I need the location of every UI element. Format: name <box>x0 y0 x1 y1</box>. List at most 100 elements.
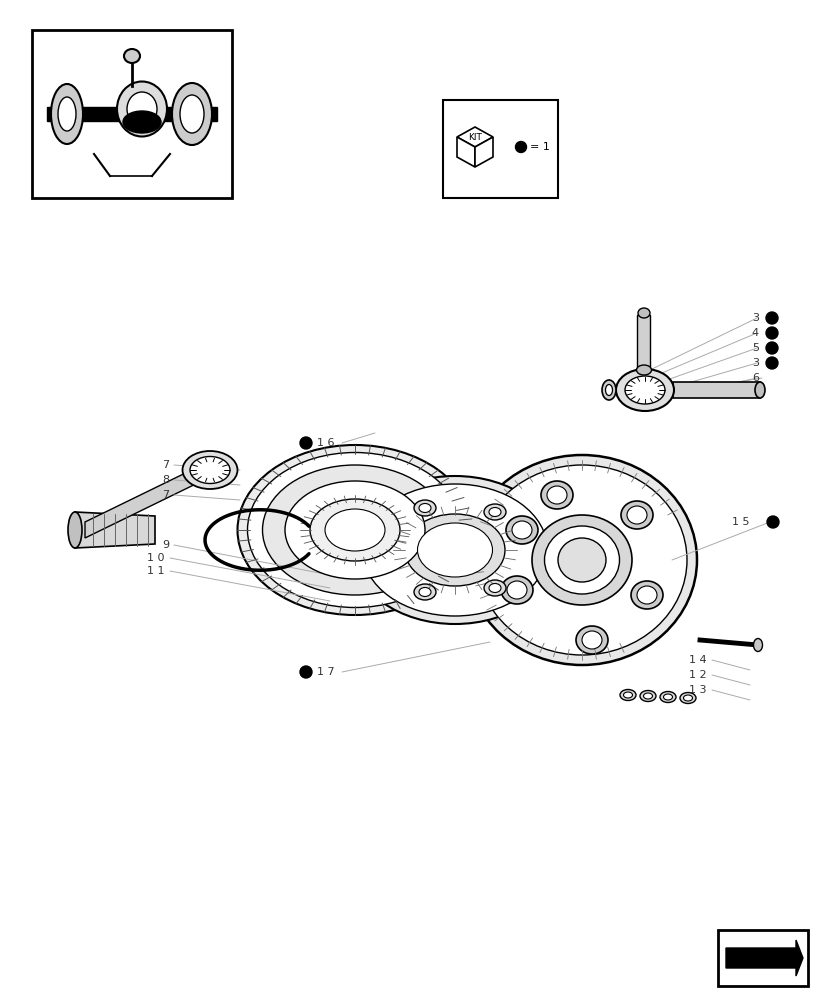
Text: 1 5: 1 5 <box>732 517 749 527</box>
Text: KIT: KIT <box>467 133 481 142</box>
Ellipse shape <box>417 523 492 577</box>
Text: 5: 5 <box>751 343 758 353</box>
Text: 1 6: 1 6 <box>317 438 334 448</box>
Ellipse shape <box>505 516 538 544</box>
Circle shape <box>299 666 312 678</box>
Circle shape <box>765 357 777 369</box>
Text: 1 4: 1 4 <box>689 655 706 665</box>
Bar <box>717 930 807 986</box>
Ellipse shape <box>117 82 167 137</box>
Text: 1 0: 1 0 <box>147 553 165 563</box>
Ellipse shape <box>511 521 532 539</box>
Ellipse shape <box>540 481 572 509</box>
Ellipse shape <box>547 486 566 504</box>
Text: 8: 8 <box>162 475 169 485</box>
Circle shape <box>765 327 777 339</box>
Ellipse shape <box>182 451 237 489</box>
Polygon shape <box>457 127 492 147</box>
Ellipse shape <box>636 586 656 604</box>
Text: 1 3: 1 3 <box>689 685 706 695</box>
Text: 9: 9 <box>162 540 169 550</box>
Ellipse shape <box>624 376 664 404</box>
Ellipse shape <box>626 506 646 524</box>
Ellipse shape <box>262 465 447 595</box>
Polygon shape <box>457 137 475 167</box>
Ellipse shape <box>362 484 547 616</box>
Ellipse shape <box>247 452 462 607</box>
Ellipse shape <box>414 584 436 600</box>
Ellipse shape <box>615 369 673 411</box>
Ellipse shape <box>325 509 385 551</box>
Bar <box>47 107 217 121</box>
Ellipse shape <box>630 581 662 609</box>
Ellipse shape <box>58 97 76 131</box>
Ellipse shape <box>753 638 762 652</box>
Ellipse shape <box>352 476 557 624</box>
Ellipse shape <box>544 526 619 594</box>
Polygon shape <box>85 462 208 538</box>
Text: 6: 6 <box>751 373 758 383</box>
Ellipse shape <box>123 111 160 133</box>
Ellipse shape <box>466 455 696 665</box>
Ellipse shape <box>414 500 436 516</box>
Polygon shape <box>475 137 492 167</box>
Ellipse shape <box>659 692 675 702</box>
Text: 1 1: 1 1 <box>147 566 165 576</box>
Ellipse shape <box>581 631 601 649</box>
Ellipse shape <box>679 692 696 704</box>
Circle shape <box>299 437 312 449</box>
Ellipse shape <box>484 580 505 596</box>
Ellipse shape <box>619 690 635 700</box>
Bar <box>442 100 557 198</box>
Text: 4: 4 <box>751 328 758 338</box>
Text: 1 2: 1 2 <box>689 670 706 680</box>
Circle shape <box>765 342 777 354</box>
Circle shape <box>765 312 777 324</box>
Ellipse shape <box>127 92 157 126</box>
Text: 7: 7 <box>162 490 169 500</box>
Ellipse shape <box>309 499 399 561</box>
Ellipse shape <box>639 690 655 702</box>
Ellipse shape <box>557 538 605 582</box>
Ellipse shape <box>124 49 140 63</box>
Ellipse shape <box>682 695 691 701</box>
Ellipse shape <box>189 456 230 484</box>
Ellipse shape <box>484 504 505 520</box>
Text: 3: 3 <box>751 358 758 368</box>
Text: 1 7: 1 7 <box>317 667 334 677</box>
Ellipse shape <box>601 380 615 400</box>
Polygon shape <box>75 512 155 548</box>
Ellipse shape <box>418 587 431 596</box>
Circle shape <box>766 516 778 528</box>
Ellipse shape <box>418 504 431 512</box>
Ellipse shape <box>638 308 649 318</box>
Ellipse shape <box>576 626 607 654</box>
Ellipse shape <box>506 581 526 599</box>
Ellipse shape <box>620 501 653 529</box>
Ellipse shape <box>489 584 500 592</box>
Circle shape <box>515 141 526 153</box>
Ellipse shape <box>623 692 632 698</box>
Ellipse shape <box>68 512 82 548</box>
Text: = 1: = 1 <box>529 142 549 152</box>
Text: 3: 3 <box>751 313 758 323</box>
Ellipse shape <box>404 514 504 586</box>
Polygon shape <box>725 940 802 976</box>
Ellipse shape <box>605 384 612 395</box>
Polygon shape <box>636 315 649 370</box>
Ellipse shape <box>476 465 686 655</box>
Ellipse shape <box>489 508 500 516</box>
Text: 7: 7 <box>162 460 169 470</box>
Ellipse shape <box>172 83 212 145</box>
Ellipse shape <box>532 515 631 605</box>
Bar <box>32 30 232 198</box>
Ellipse shape <box>754 382 764 398</box>
Ellipse shape <box>500 576 533 604</box>
Ellipse shape <box>51 84 83 144</box>
Ellipse shape <box>237 445 472 615</box>
Polygon shape <box>672 382 759 398</box>
Ellipse shape <box>284 481 424 579</box>
Ellipse shape <box>643 693 652 699</box>
Ellipse shape <box>179 95 203 133</box>
Ellipse shape <box>636 365 651 375</box>
